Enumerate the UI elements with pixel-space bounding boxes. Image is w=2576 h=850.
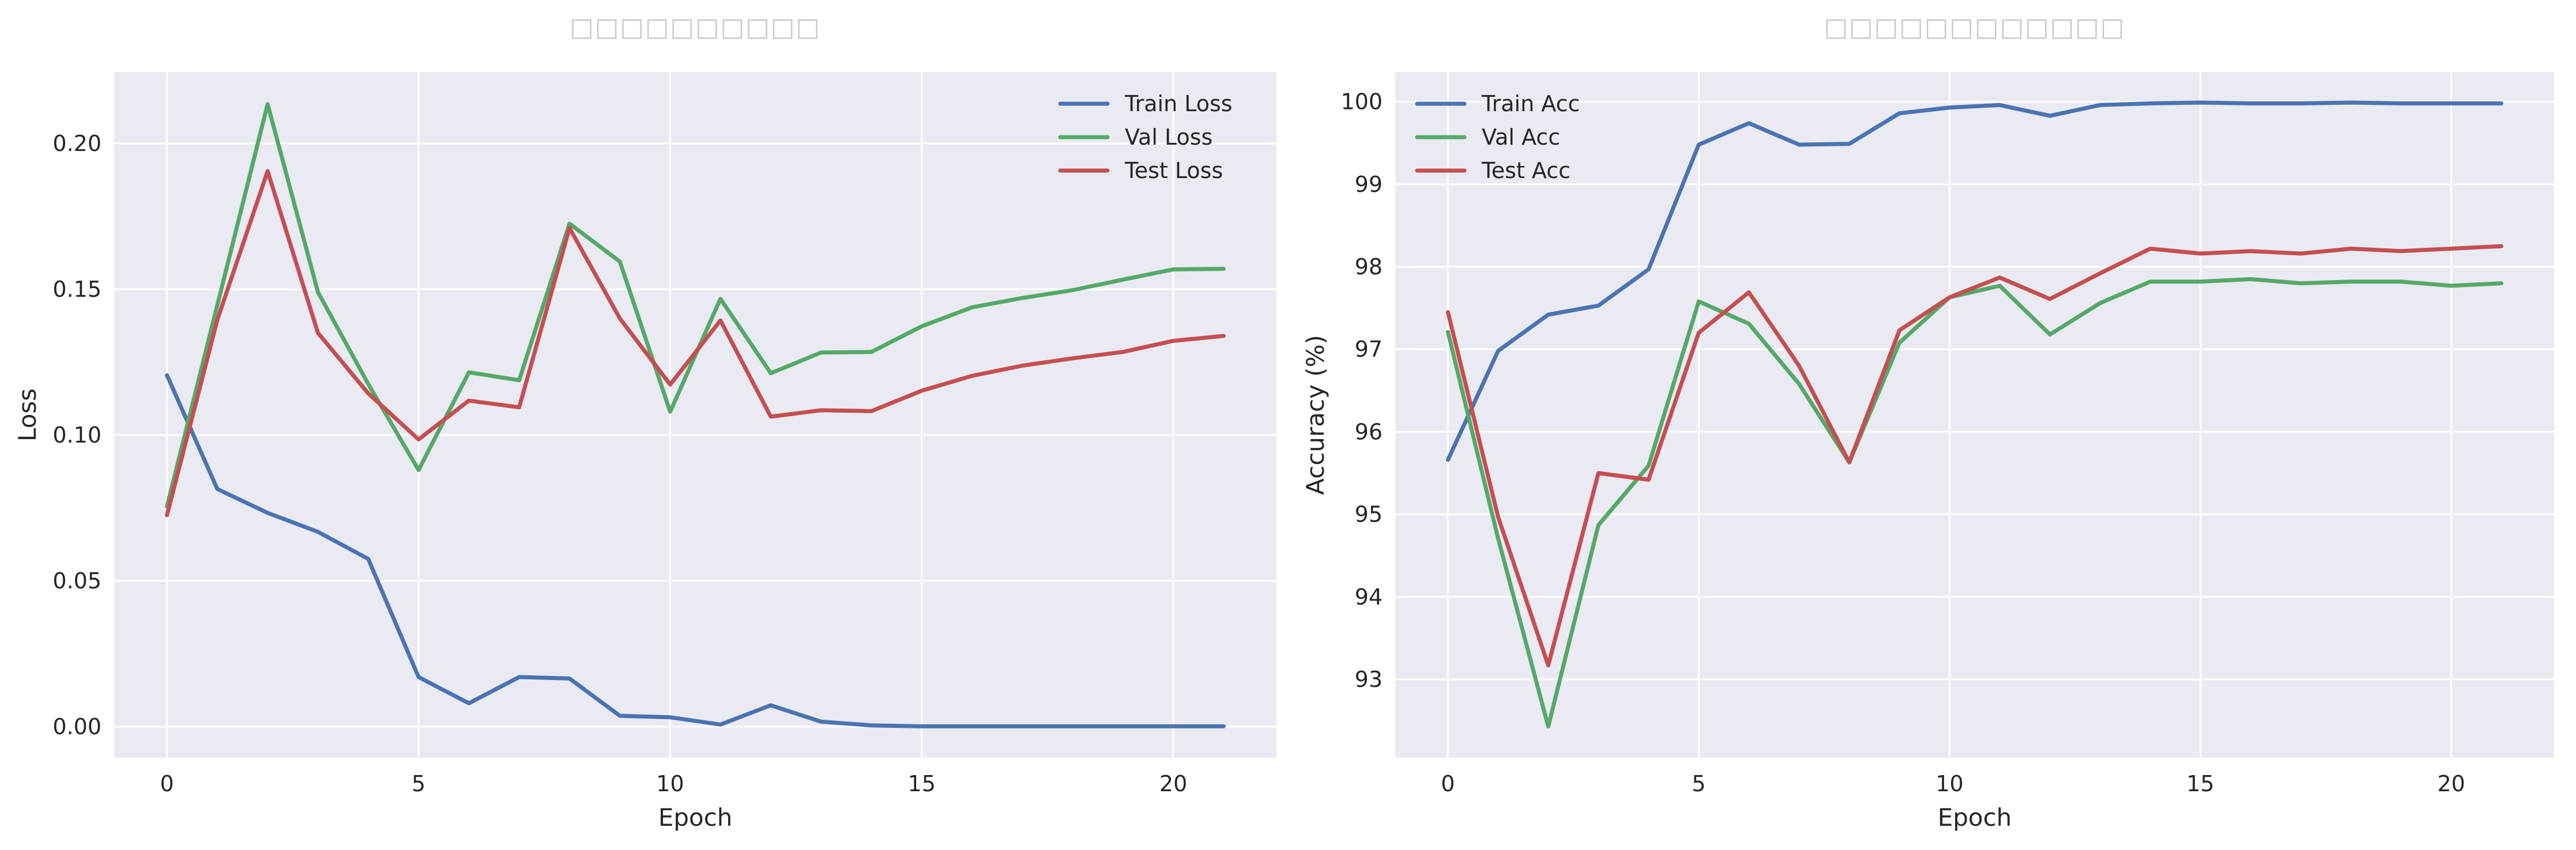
x-tick-label: 5 <box>1692 771 1705 796</box>
chart-panel-2: 0 5 10 15 20 93 94 95 96 97 98 99 100 Epoch Accuracy (… <box>1301 13 2554 832</box>
series-line-test-loss <box>165 169 1226 517</box>
series-line-test-acc <box>1445 244 2504 668</box>
y-tick-label: 0.10 <box>52 422 101 448</box>
y-tick-label: 94 <box>1355 584 1383 610</box>
legend-label: Val Loss <box>1125 124 1212 150</box>
x-axis-label: Epoch <box>658 803 733 832</box>
x-tick-label: 10 <box>1935 771 1963 796</box>
x-tick-label: 0 <box>1441 771 1455 796</box>
y-axis-label: Accuracy (%) <box>1301 335 1330 495</box>
chart-title: □□□□□□□□□□□□ <box>1824 13 2126 42</box>
legend-label: Test Acc <box>1481 158 1571 183</box>
y-tick-label: 0.20 <box>52 131 101 156</box>
x-tick-label: 15 <box>908 771 936 796</box>
plot-area <box>1395 72 2554 758</box>
legend: Train Acc Val Acc Test Acc <box>1415 91 1580 183</box>
chart-title: □□□□□□□□□□ <box>570 13 821 42</box>
chart-panel-1: 0 5 10 15 20 0.00 0.05 0.10 0.15 0.20 Epoch Loss □□□… <box>13 13 1276 832</box>
y-tick-label: 95 <box>1355 502 1383 527</box>
y-tick-label: 98 <box>1355 254 1383 279</box>
y-tick-label: 93 <box>1355 667 1383 692</box>
series-line-val-acc <box>1445 277 2504 729</box>
x-tick-label: 0 <box>160 771 174 796</box>
y-tick-label: 97 <box>1355 337 1383 362</box>
legend-label: Train Loss <box>1124 91 1233 116</box>
y-axis-label: Loss <box>13 388 42 441</box>
plot-area <box>114 72 1276 758</box>
legend-label: Test Loss <box>1124 158 1223 183</box>
legend: Train Loss Val Loss Test Loss <box>1058 91 1233 183</box>
series-line-train-acc <box>1445 100 2504 462</box>
x-tick-label: 10 <box>656 771 684 796</box>
legend-label: Train Acc <box>1481 91 1580 116</box>
legend-label: Val Acc <box>1482 124 1560 150</box>
x-tick-label: 5 <box>412 771 425 796</box>
y-tick-label: 0.05 <box>52 568 101 594</box>
y-tick-label: 0.15 <box>52 277 101 302</box>
y-tick-label: 96 <box>1355 419 1383 444</box>
x-tick-label: 15 <box>2186 771 2214 796</box>
y-tick-label: 100 <box>1340 89 1383 115</box>
x-tick-label: 20 <box>1159 771 1187 796</box>
y-tick-label: 0.00 <box>52 714 101 739</box>
series-line-train-loss <box>165 373 1226 728</box>
x-tick-label: 20 <box>2437 771 2465 796</box>
x-axis-label: Epoch <box>1938 803 2012 832</box>
y-tick-label: 99 <box>1355 172 1383 197</box>
